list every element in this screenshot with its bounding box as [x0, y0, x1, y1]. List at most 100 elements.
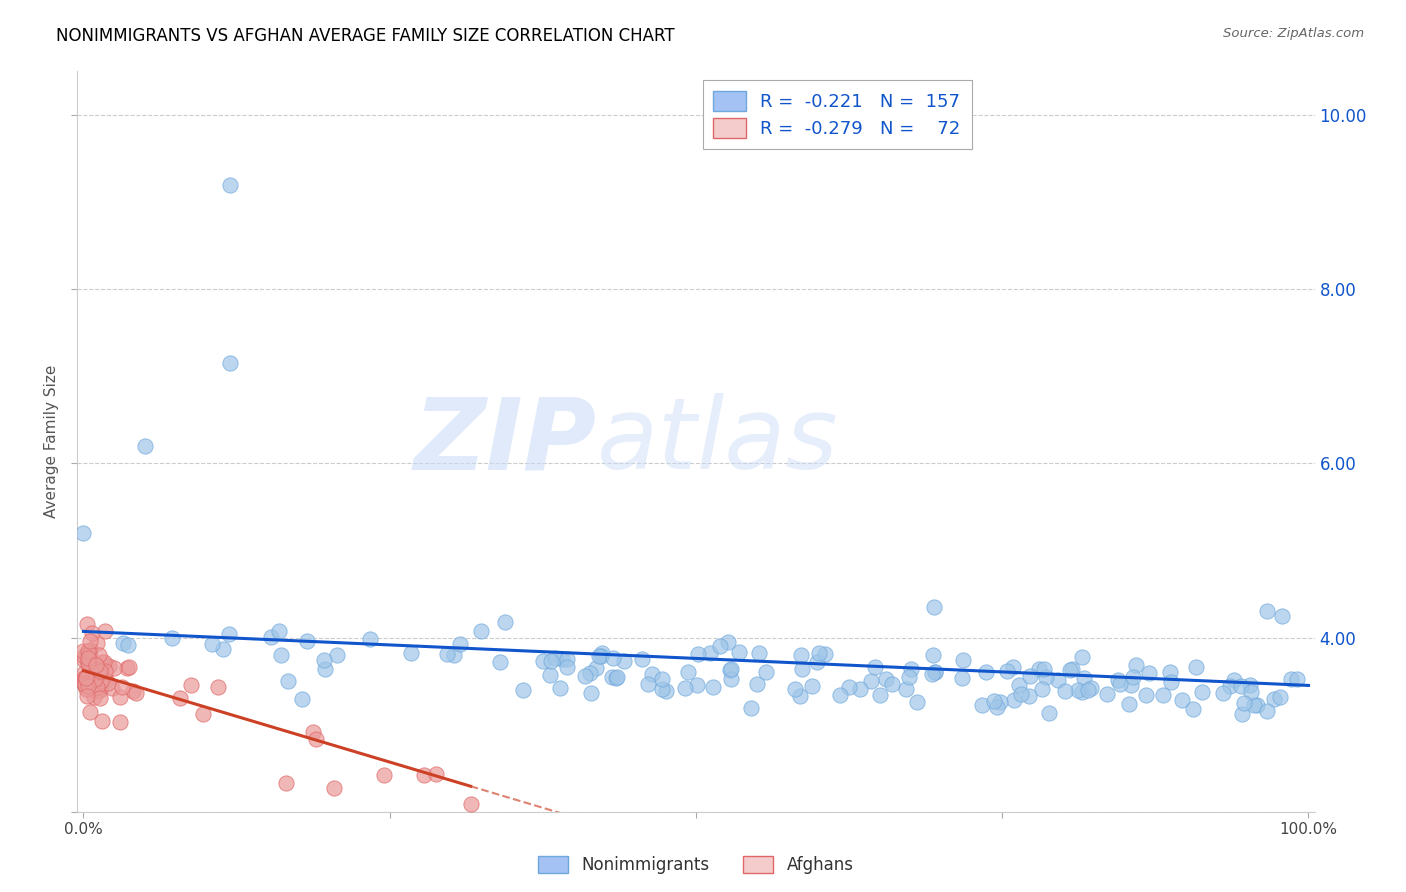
Point — [111, 680, 134, 694]
Point — [295, 633, 318, 648]
Point — [579, 686, 602, 700]
Point — [588, 648, 610, 663]
Point — [436, 647, 458, 661]
Point — [1010, 688, 1032, 702]
Point — [1035, 670, 1057, 684]
Point — [673, 681, 696, 695]
Point — [76, 617, 98, 632]
Point — [859, 674, 882, 689]
Point — [1160, 674, 1182, 689]
Point — [783, 681, 806, 696]
Point — [79, 705, 101, 719]
Point — [1080, 681, 1102, 695]
Point — [201, 638, 224, 652]
Point — [748, 646, 770, 660]
Point — [990, 695, 1012, 709]
Point — [118, 660, 141, 674]
Point — [972, 698, 994, 713]
Point — [83, 690, 105, 705]
Point — [79, 643, 101, 657]
Point — [718, 664, 741, 678]
Point — [73, 678, 96, 692]
Point — [1233, 696, 1256, 710]
Point — [89, 648, 111, 663]
Point — [1032, 662, 1054, 676]
Point — [1107, 673, 1129, 687]
Point — [274, 776, 297, 790]
Point — [1073, 671, 1095, 685]
Point — [880, 677, 903, 691]
Text: NONIMMIGRANTS VS AFGHAN AVERAGE FAMILY SIZE CORRELATION CHART: NONIMMIGRANTS VS AFGHAN AVERAGE FAMILY S… — [56, 27, 675, 45]
Point — [602, 650, 624, 665]
Point — [98, 659, 121, 673]
Point — [555, 651, 578, 665]
Point — [1223, 673, 1246, 688]
Point — [1038, 706, 1060, 720]
Point — [538, 668, 561, 682]
Point — [686, 678, 709, 692]
Point — [399, 647, 422, 661]
Point — [922, 600, 945, 615]
Point — [790, 648, 813, 662]
Point — [952, 653, 974, 667]
Point — [291, 692, 314, 706]
Point — [574, 668, 596, 682]
Point — [267, 624, 290, 638]
Point — [1008, 678, 1031, 692]
Point — [548, 681, 571, 696]
Point — [579, 665, 602, 680]
Point — [77, 647, 100, 661]
Point — [76, 690, 98, 704]
Point — [1122, 670, 1144, 684]
Point — [1095, 687, 1118, 701]
Point — [976, 665, 998, 679]
Point — [1125, 658, 1147, 673]
Point — [73, 673, 96, 687]
Point — [1256, 604, 1278, 618]
Point — [1239, 678, 1261, 692]
Point — [82, 681, 104, 695]
Point — [688, 647, 710, 661]
Point — [87, 684, 110, 698]
Point — [1077, 683, 1099, 698]
Point — [865, 660, 887, 674]
Point — [1285, 672, 1308, 686]
Point — [260, 630, 283, 644]
Point — [76, 651, 98, 665]
Point — [305, 731, 328, 746]
Point — [1230, 679, 1253, 693]
Point — [640, 667, 662, 681]
Point — [75, 681, 97, 696]
Point — [90, 714, 112, 729]
Point — [1263, 691, 1285, 706]
Point — [745, 677, 768, 691]
Point — [72, 644, 94, 658]
Point — [425, 767, 447, 781]
Point — [1028, 662, 1050, 676]
Point — [896, 681, 918, 696]
Point — [676, 665, 699, 679]
Y-axis label: Average Family Size: Average Family Size — [44, 365, 59, 518]
Point — [651, 681, 673, 696]
Point — [1002, 660, 1025, 674]
Point — [1067, 683, 1090, 698]
Point — [1121, 678, 1143, 692]
Point — [1070, 685, 1092, 699]
Point — [359, 632, 381, 647]
Point — [89, 682, 111, 697]
Point — [134, 439, 156, 453]
Point — [79, 634, 101, 648]
Point — [218, 626, 240, 640]
Point — [91, 655, 114, 669]
Point — [76, 647, 98, 661]
Point — [814, 647, 837, 661]
Point — [1270, 690, 1292, 704]
Point — [1256, 704, 1278, 718]
Point — [557, 659, 579, 673]
Point — [806, 655, 828, 669]
Point — [1046, 673, 1069, 687]
Point — [1243, 698, 1265, 713]
Point — [789, 689, 811, 703]
Point — [651, 672, 673, 686]
Point — [94, 624, 117, 639]
